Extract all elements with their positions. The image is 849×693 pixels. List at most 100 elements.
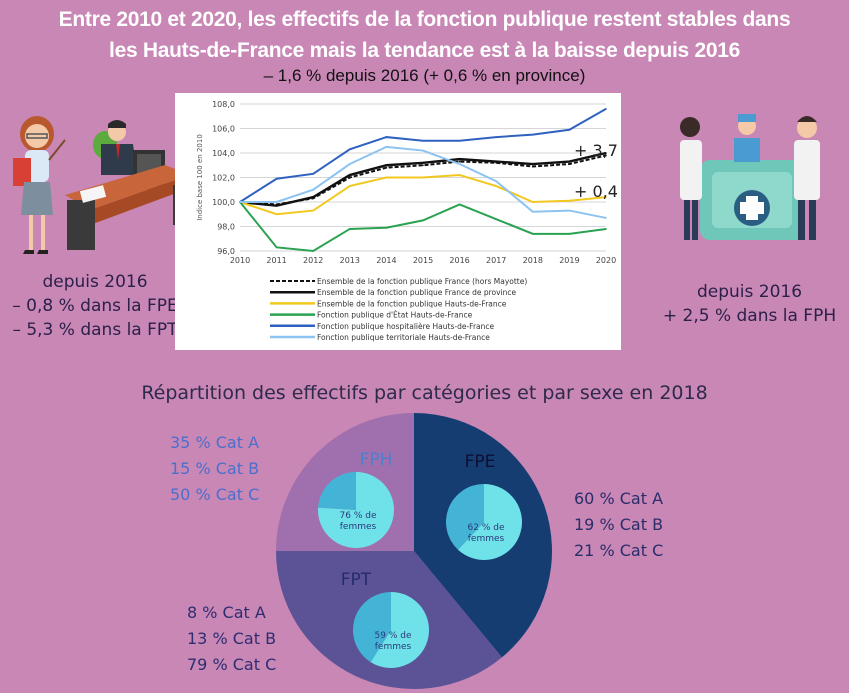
left-summary: depuis 2016 – 0,8 % dans la FPE – 5,3 % … xyxy=(0,270,190,342)
fpt-categories: 8 % Cat A 13 % Cat B 79 % Cat C xyxy=(187,600,276,678)
data-point xyxy=(385,226,388,229)
data-point xyxy=(349,174,351,176)
data-point xyxy=(458,158,461,160)
right-summary-line: + 2,5 % dans la FPH xyxy=(662,306,837,326)
y-tick-label: 98,0 xyxy=(217,223,235,232)
medical-staff-icon xyxy=(680,114,820,240)
women-share-label: 59 % de xyxy=(375,631,412,641)
data-point xyxy=(275,246,278,249)
legend-label: Fonction publique d'État Hauts-de-France xyxy=(317,311,473,320)
category-share: 8 % Cat A xyxy=(187,603,266,622)
category-share: 21 % Cat C xyxy=(574,541,664,560)
category-share: 15 % Cat B xyxy=(170,459,260,478)
data-point xyxy=(422,176,424,179)
category-share: 19 % Cat B xyxy=(574,515,664,534)
title-line-1: Entre 2010 et 2020, les effectifs de la … xyxy=(58,8,791,31)
data-point xyxy=(532,201,534,203)
x-tick-label: 2014 xyxy=(376,256,396,265)
data-point xyxy=(568,128,571,131)
data-point xyxy=(605,196,607,198)
data-point xyxy=(385,166,388,169)
data-point xyxy=(532,163,534,165)
data-point xyxy=(458,139,461,142)
data-point xyxy=(349,176,351,179)
data-point xyxy=(275,213,278,216)
right-summary-line: depuis 2016 xyxy=(696,282,803,302)
pie-slice-label: FPE xyxy=(465,452,496,472)
data-point xyxy=(605,152,607,154)
category-share: 50 % Cat C xyxy=(170,485,260,504)
category-share: 35 % Cat A xyxy=(170,433,260,452)
x-tick-label: 2019 xyxy=(559,256,579,265)
data-point xyxy=(605,228,607,230)
data-point xyxy=(349,228,351,230)
data-point xyxy=(422,149,424,152)
x-tick-label: 2013 xyxy=(340,256,360,265)
data-point xyxy=(422,139,424,142)
women-share-label-cont: femmes xyxy=(340,522,377,532)
data-point xyxy=(532,211,534,213)
data-point xyxy=(568,160,571,163)
y-tick-label: 104,0 xyxy=(212,149,235,158)
data-point xyxy=(605,154,607,157)
data-point xyxy=(385,146,388,148)
data-point xyxy=(275,201,278,203)
category-share: 79 % Cat C xyxy=(187,655,277,674)
data-point xyxy=(275,204,278,207)
subtitle: – 1,6 % depuis 2016 (+ 0,6 % en province… xyxy=(263,66,586,85)
women-share-label-cont: femmes xyxy=(468,534,505,544)
right-summary: depuis 2016 + 2,5 % dans la FPH xyxy=(650,280,849,328)
women-share-label-cont: femmes xyxy=(375,642,412,652)
women-share-label: 76 % de xyxy=(340,511,377,521)
data-point xyxy=(275,177,278,180)
data-point xyxy=(385,176,388,179)
pie-slice-label: FPH xyxy=(360,450,393,470)
y-tick-label: 102,0 xyxy=(212,174,235,183)
data-point xyxy=(349,163,351,165)
data-point xyxy=(385,136,388,138)
pie-slice-label: FPT xyxy=(341,570,372,590)
data-point xyxy=(532,233,534,235)
data-point xyxy=(605,217,607,219)
legend-label: Fonction publique hospitalière Hauts-de-… xyxy=(317,322,494,331)
data-point xyxy=(458,174,461,176)
x-tick-label: 2015 xyxy=(413,256,433,265)
women-share-slice xyxy=(370,591,430,668)
y-tick-label: 100,0 xyxy=(212,198,235,207)
women-share-slice xyxy=(317,472,394,549)
legend-label: Ensemble de la fonction publique France … xyxy=(317,288,517,297)
men-share-slice xyxy=(446,484,484,550)
data-point xyxy=(495,180,498,182)
data-point xyxy=(532,133,534,136)
data-point xyxy=(312,250,314,252)
data-point xyxy=(422,162,424,164)
category-share: 13 % Cat B xyxy=(187,629,277,648)
y-axis-label: Indice base 100 en 2010 xyxy=(196,134,204,221)
legend-label: Fonction publique territoriale Hauts-de-… xyxy=(317,333,490,342)
data-point xyxy=(605,108,607,110)
women-share-slice xyxy=(457,484,522,560)
data-point xyxy=(312,188,314,191)
x-tick-label: 2018 xyxy=(523,256,543,265)
left-summary-line: – 0,8 % dans la FPE xyxy=(12,296,178,316)
men-share-slice xyxy=(318,472,356,510)
data-point xyxy=(458,160,461,163)
fpe-categories: 60 % Cat A 19 % Cat B 21 % Cat C xyxy=(574,486,663,564)
data-point xyxy=(458,163,461,165)
women-share-label: 62 % de xyxy=(468,523,505,533)
data-point xyxy=(568,163,571,165)
data-point xyxy=(532,165,534,168)
line-chart-panel: 96,0 98,0 100,0 102,0 104,0 106,0 108,0 2010 201… xyxy=(175,93,638,350)
x-tick-label: 2012 xyxy=(303,256,323,265)
data-point xyxy=(349,148,351,151)
x-tick-label: 2011 xyxy=(266,256,286,265)
data-point xyxy=(568,199,571,202)
data-point xyxy=(312,209,314,212)
data-point xyxy=(312,173,314,175)
pie-chart-title: Répartition des effectifs par catégories… xyxy=(141,382,708,404)
data-point xyxy=(349,185,351,187)
data-point xyxy=(385,164,388,167)
x-tick-label: 2016 xyxy=(449,256,469,265)
data-point xyxy=(495,160,498,163)
